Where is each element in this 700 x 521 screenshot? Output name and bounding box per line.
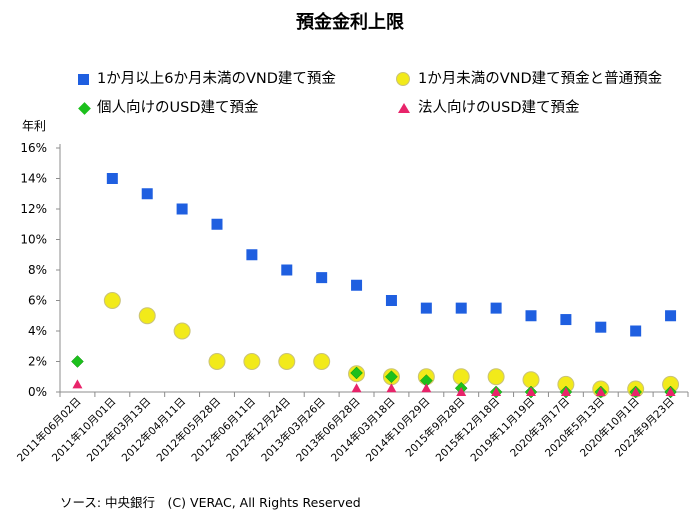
legend-item-vnd-1-6m: 1か月以上6か月未満のVND建て預金 [78,70,336,88]
x-tick-label: 2019年11月19日 [468,395,537,464]
data-point-triangle [630,387,641,396]
legend-label: 個人向けのUSD建て預金 [97,100,259,116]
data-point-triangle [595,387,606,396]
x-tick-label: 2012年12月24日 [224,395,293,464]
legend-item-usd-individual: 個人向けのUSD建て預金 [78,99,258,117]
data-point-triangle [665,387,676,396]
source-credit: ソース: 中央銀行 (C) VERAC, All Rights Reserved [60,495,361,510]
legend-item-usd-corporate: 法人向けのUSD建て預金 [398,99,579,117]
legend-item-vnd-under-1m: 1か月未満のVND建て預金と普通預金 [396,70,662,88]
x-tick-label: 2020年10月1日 [577,395,642,460]
x-tick-label: 2012年05月28日 [154,395,223,464]
square-marker-icon [78,73,89,85]
x-tick-label: 2020年3月17日 [507,395,572,460]
data-point-square [351,279,363,291]
y-tick-label: 12% [20,202,47,216]
data-point-triangle [421,383,432,393]
y-tick-label: 2% [28,355,47,369]
circle-marker-icon [396,72,410,86]
data-point-triangle [72,379,83,389]
y-tick-label: 6% [28,294,47,308]
x-tick-label: 2014年03月18日 [328,395,397,464]
data-point-square [560,314,572,326]
x-tick-label: 2011年06月02日 [14,395,83,464]
data-point-square [246,249,258,261]
x-tick-label: 2020年5月13日 [542,395,607,460]
y-tick-label: 8% [28,263,47,277]
data-point-diamond [350,366,363,380]
x-tick-label: 2012年03月13日 [84,395,153,464]
x-tick-label: 2012年06月11日 [189,395,258,464]
data-point-square [316,272,328,284]
x-tick-label: 2012年04月11日 [119,395,188,464]
data-point-square [420,302,432,314]
y-tick-label: 4% [28,324,47,338]
data-point-square [281,264,293,276]
data-point-square [665,310,677,322]
data-point-circle [208,353,226,370]
data-point-square [490,302,502,314]
data-point-diamond [71,355,84,368]
y-tick-label: 10% [20,233,47,247]
y-tick-label: 0% [28,385,47,399]
legend-label: 1か月以上6か月未満のVND建て預金 [97,71,336,87]
data-point-square [525,310,537,322]
y-axis-title: 年利 [22,119,47,133]
data-point-circle [522,371,540,389]
data-point-square [455,302,467,314]
data-point-circle [138,307,156,325]
data-point-square [630,325,642,337]
x-tick-label: 2011年10月01日 [49,395,118,464]
data-point-circle [103,292,121,309]
x-tick-label: 2015年9月28日 [403,395,468,460]
triangle-marker-icon [398,103,410,113]
x-tick-label: 2015年12月18日 [433,395,502,464]
data-point-square [595,321,607,333]
data-point-square [141,188,153,200]
x-tick-label: 2013年03月26日 [259,395,328,464]
data-point-triangle [386,383,397,393]
data-point-diamond [385,370,398,384]
y-tick-label: 14% [20,172,47,186]
data-point-triangle [491,387,502,396]
data-point-circle [173,322,191,340]
data-point-square [176,203,188,215]
data-point-circle [278,353,296,370]
data-point-circle [313,353,331,370]
data-point-triangle [526,387,536,396]
legend-label: 法人向けのUSD建て預金 [418,100,580,116]
data-point-triangle [560,387,571,396]
y-tick-label: 16% [20,141,47,155]
data-point-circle [487,368,505,386]
data-point-circle [243,353,261,370]
data-point-triangle [456,387,467,396]
chart-title: 預金金利上限 [296,12,404,33]
x-tick-label: 2022年9月23日 [612,395,677,460]
data-point-square [211,218,223,230]
x-tick-label: 2013年06月28日 [293,395,362,464]
data-point-triangle [351,383,362,393]
x-tick-label: 2014年10月29日 [363,395,432,464]
data-point-square [385,295,397,306]
data-point-square [106,173,118,184]
legend-label: 1か月未満のVND建て預金と普通預金 [418,71,663,87]
